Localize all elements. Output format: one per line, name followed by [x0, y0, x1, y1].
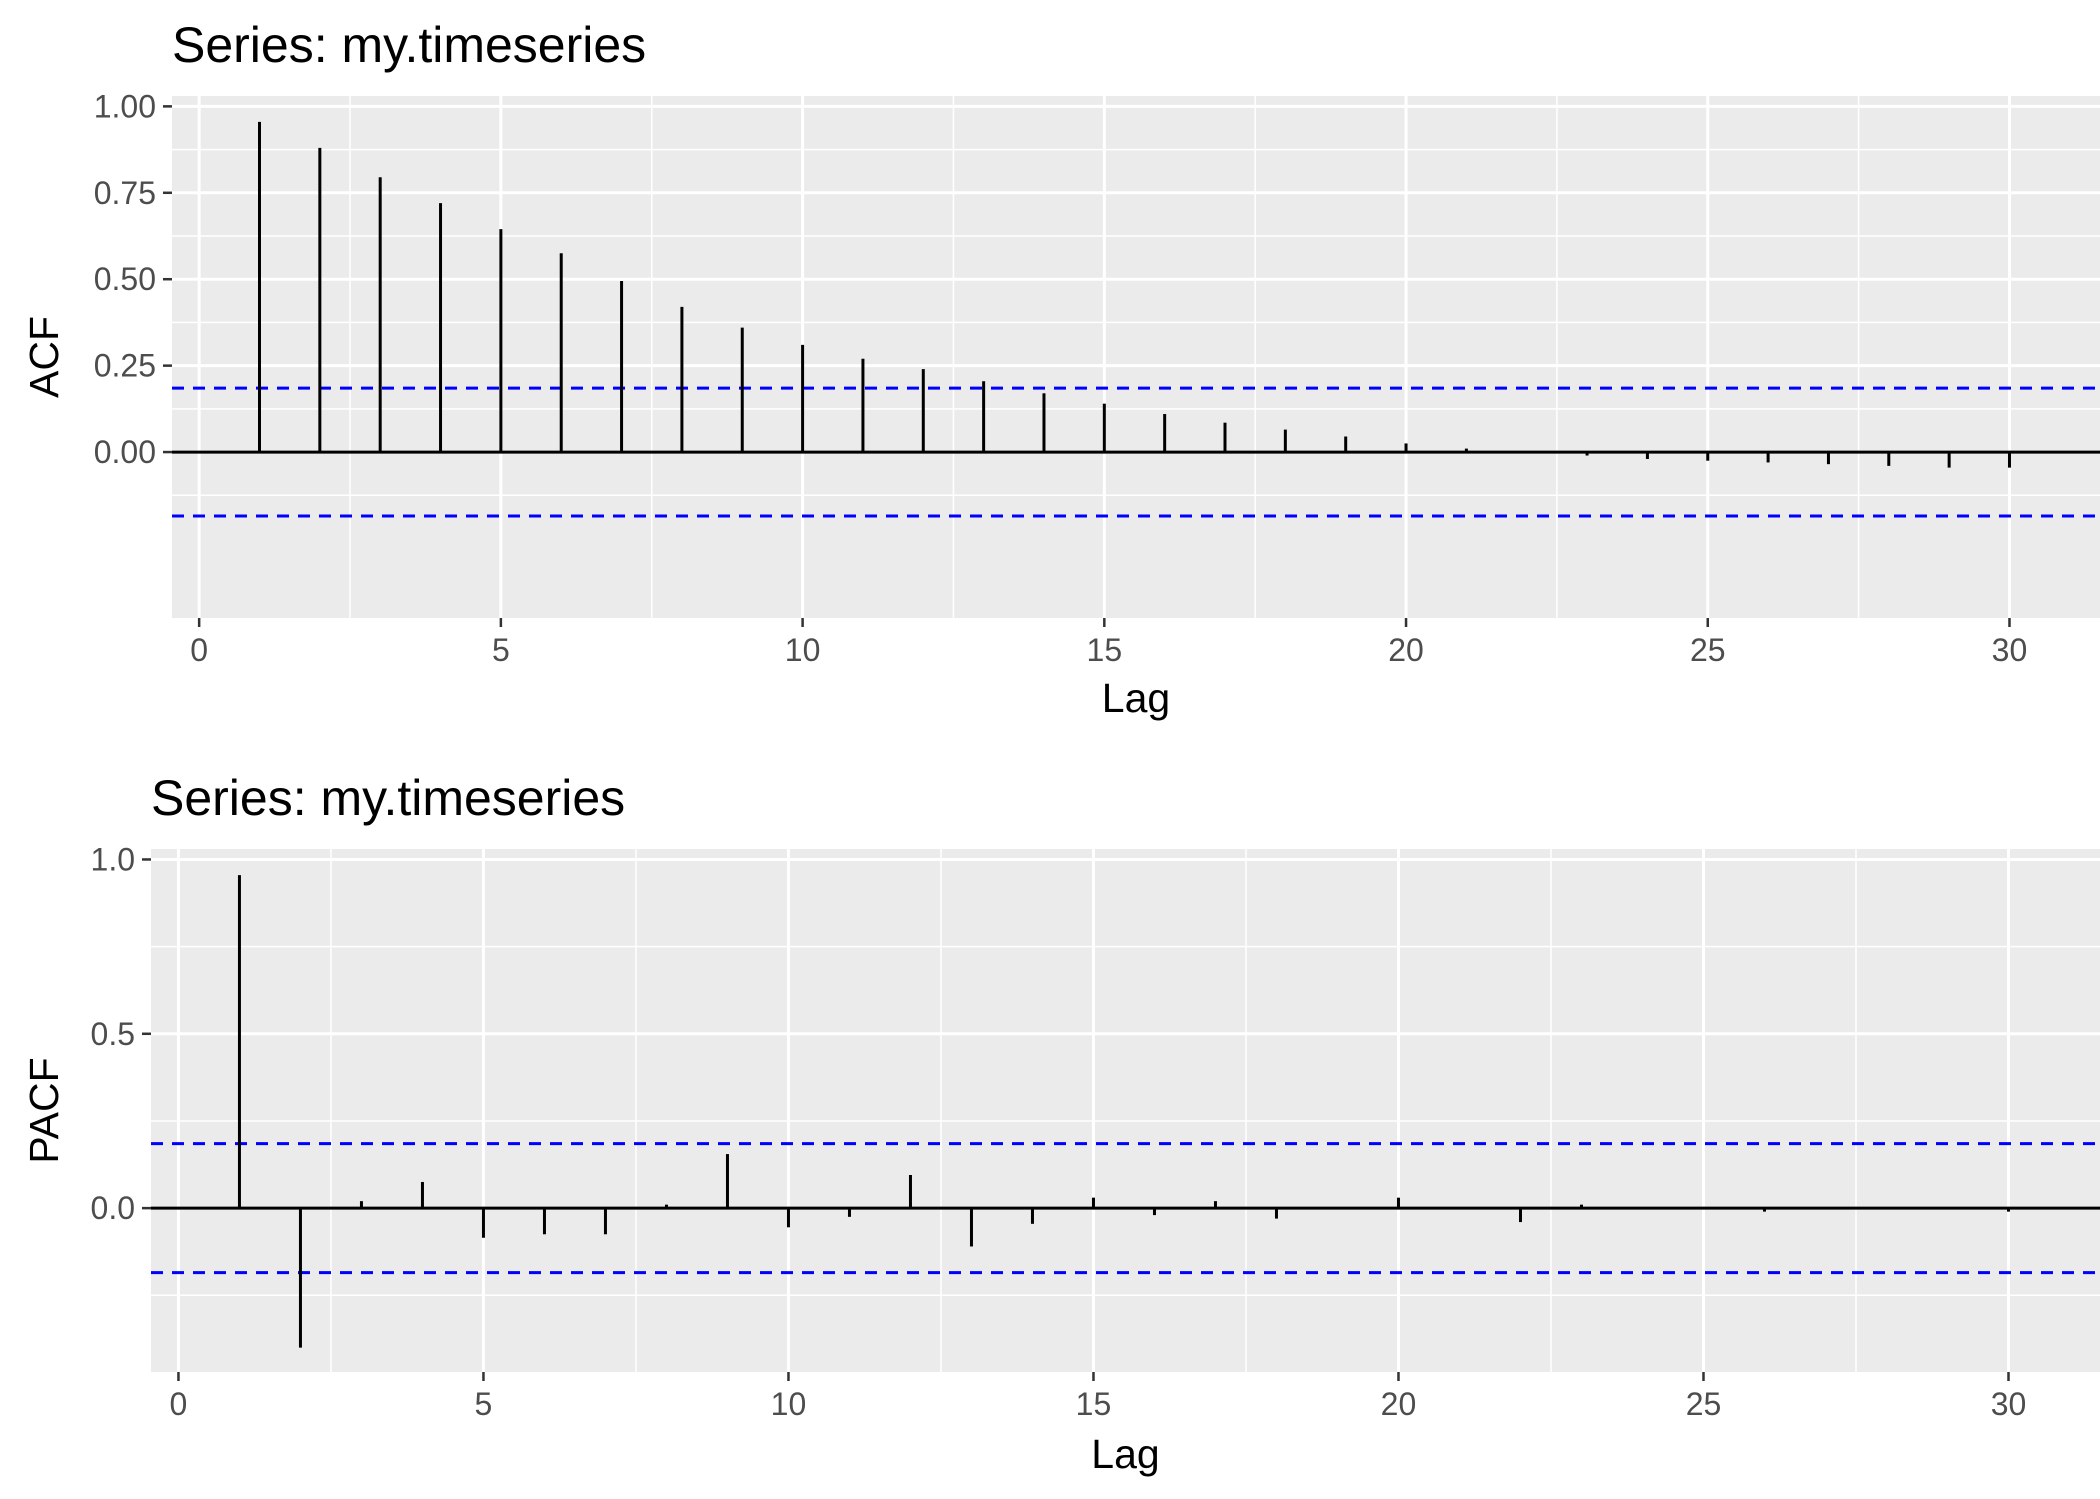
pacf-y-tick-label: 0.0 — [91, 1190, 135, 1226]
acf-y-tick-label: 0.50 — [94, 261, 156, 297]
pacf-x-tick-label: 15 — [1076, 1386, 1112, 1422]
pacf-y-axis-title: PACF — [21, 1057, 67, 1163]
pacf-panel — [151, 849, 2100, 1372]
acf-panel — [172, 96, 2100, 618]
pacf-y-tick-label: 1.0 — [91, 841, 135, 877]
acf-y-tick-label: 1.00 — [94, 88, 156, 124]
acf-y-tick-label: 0.00 — [94, 434, 156, 470]
acf-x-tick-label: 30 — [1992, 632, 2028, 668]
pacf-x-tick-label: 25 — [1686, 1386, 1722, 1422]
acf-x-tick-label: 25 — [1690, 632, 1726, 668]
pacf-x-axis-title: Lag — [1091, 1431, 1159, 1477]
acf-y-tick-label: 0.25 — [94, 348, 156, 384]
acf-x-tick-label: 10 — [785, 632, 821, 668]
acf-x-axis-title: Lag — [1102, 675, 1170, 721]
acf-title: Series: my.timeseries — [172, 17, 647, 73]
acf-x-tick-label: 20 — [1388, 632, 1424, 668]
pacf-title: Series: my.timeseries — [151, 770, 626, 826]
acf-y-tick-label: 0.75 — [94, 175, 156, 211]
pacf-x-tick-label: 30 — [1991, 1386, 2027, 1422]
pacf-x-tick-label: 5 — [475, 1386, 493, 1422]
acf-x-tick-label: 15 — [1087, 632, 1123, 668]
acf-x-tick-label: 0 — [190, 632, 208, 668]
pacf-y-tick-label: 0.5 — [91, 1016, 135, 1052]
pacf-x-tick-label: 10 — [771, 1386, 807, 1422]
acf-x-tick-label: 5 — [492, 632, 510, 668]
pacf-x-tick-label: 0 — [170, 1386, 188, 1422]
acf-y-axis-title: ACF — [21, 316, 67, 398]
pacf-x-tick-label: 20 — [1381, 1386, 1417, 1422]
